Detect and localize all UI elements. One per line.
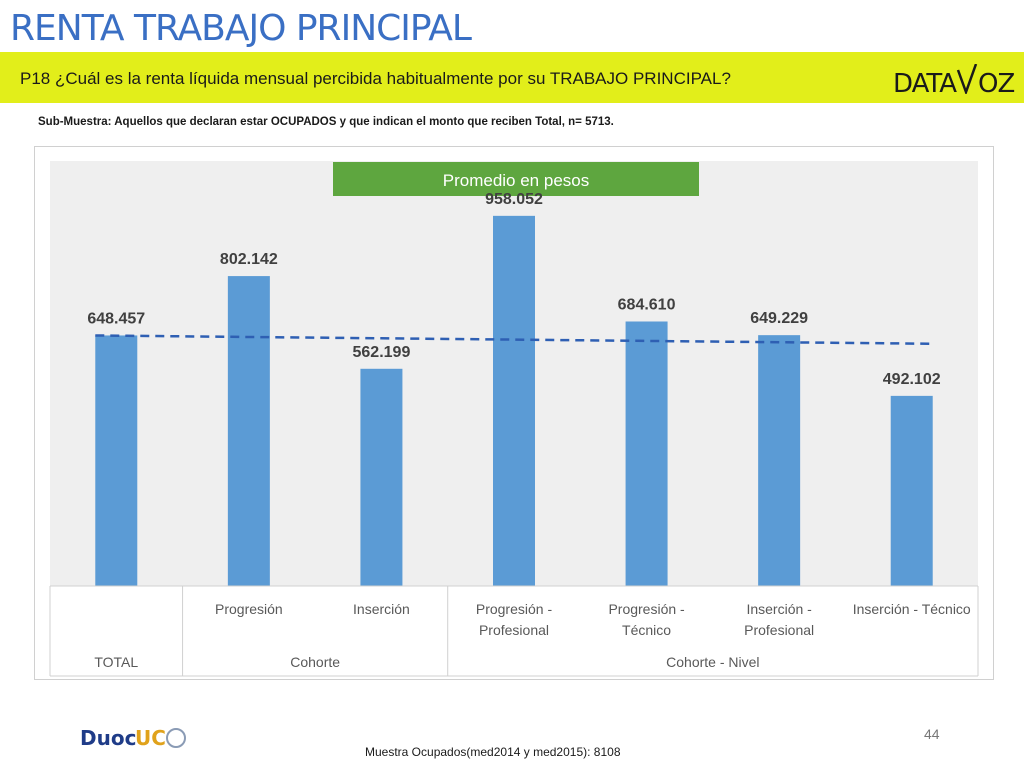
category-label: Progresión - (608, 601, 685, 617)
category-label: Profesional (479, 622, 549, 638)
category-label: Técnico (622, 622, 671, 638)
sample-footnote: Muestra Ocupados(med2014 y med2015): 810… (365, 745, 621, 759)
data-label: 958.052 (485, 191, 543, 208)
category-label: Inserción - (746, 601, 812, 617)
bar (758, 335, 801, 586)
group-label: TOTAL (94, 654, 138, 670)
logo-v-mark (956, 63, 978, 101)
group-label: Cohorte (290, 654, 340, 670)
category-label: Inserción - Técnico (853, 601, 971, 617)
chart-title: Promedio en pesos (443, 171, 589, 190)
bar (95, 335, 138, 586)
question-bar: P18 ¿Cuál es la renta líquida mensual pe… (0, 52, 1024, 103)
question-text: P18 ¿Cuál es la renta líquida mensual pe… (20, 69, 731, 88)
data-label: 802.142 (220, 251, 278, 268)
seal-icon (166, 728, 186, 748)
datavoz-logo: DATA OZ (893, 62, 1015, 101)
group-label: Cohorte - Nivel (666, 654, 759, 670)
duocuc-logo: Duoc UC (78, 724, 186, 752)
data-label: 649.229 (750, 310, 808, 327)
bar (890, 395, 933, 586)
chart-title-box (333, 162, 699, 196)
category-label: Progresión (215, 601, 283, 617)
data-label: 648.457 (87, 310, 145, 327)
data-label: 492.102 (883, 371, 941, 388)
category-label: Progresión - (476, 601, 553, 617)
bar (360, 368, 403, 586)
logo-uc-text: UC (135, 726, 166, 750)
bar (227, 276, 270, 586)
category-label: Profesional (744, 622, 814, 638)
category-label: Inserción (353, 601, 410, 617)
page-number: 44 (924, 726, 940, 742)
bar (625, 321, 668, 586)
logo-v-icon (956, 63, 978, 96)
trendline (95, 334, 933, 345)
subsample-note: Sub-Muestra: Aquellos que declaran estar… (38, 116, 614, 128)
bar (493, 215, 535, 586)
data-label: 562.199 (353, 344, 411, 361)
page-title: RENTA TRABAJO PRINCIPAL (10, 8, 472, 49)
logo-text-right: OZ (977, 69, 1015, 99)
logo-text-left: DATA (893, 69, 957, 99)
data-label: 684.610 (618, 296, 676, 313)
logo-duoc-text: Duoc (80, 726, 137, 750)
